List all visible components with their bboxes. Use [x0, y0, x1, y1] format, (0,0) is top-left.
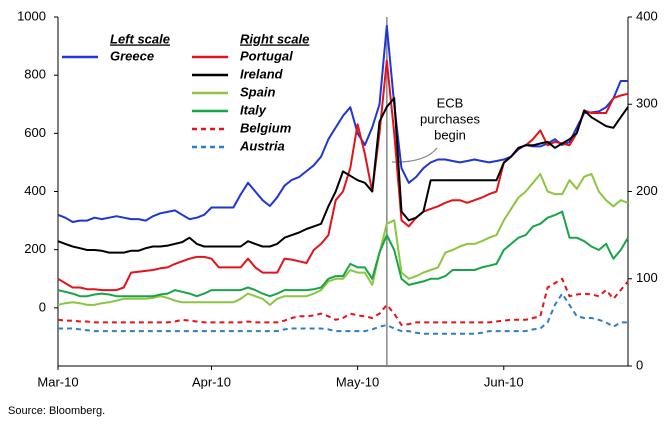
legend-label: Spain [240, 84, 275, 99]
series-line [57, 59, 629, 292]
series-line [58, 292, 628, 335]
y-tick-label: 0 [39, 299, 46, 314]
x-tick-label: May-10 [336, 374, 379, 389]
x-tick-label: Jun-10 [484, 374, 524, 389]
series-line [57, 173, 629, 306]
x-tick-label: Apr-10 [192, 374, 231, 389]
series-line [57, 210, 629, 298]
legend-label: Greece [110, 48, 154, 63]
y-tick-label: 1000 [17, 8, 46, 23]
legend-title: Left scale [110, 31, 170, 46]
y-tick-label: 200 [24, 241, 46, 256]
annotation: begin [434, 127, 466, 142]
legend-label: Belgium [240, 120, 292, 135]
y2-tick-label: 300 [636, 96, 658, 111]
series-line [57, 97, 629, 254]
series-line [57, 277, 629, 326]
y2-tick-label: 100 [636, 270, 658, 285]
y2-tick-label: 400 [636, 8, 658, 23]
y-tick-label: 400 [24, 183, 46, 198]
y-tick-label: 800 [24, 67, 46, 82]
y2-tick-label: 0 [636, 357, 643, 372]
annotation: ECB [437, 95, 464, 110]
legend-label: Portugal [240, 48, 293, 63]
annotation: purchases [420, 111, 480, 126]
series-line [57, 24, 628, 223]
legend-title: Right scale [240, 31, 309, 46]
legend-label: Ireland [240, 66, 284, 81]
y2-tick-label: 200 [636, 183, 658, 198]
x-tick-label: Mar-10 [37, 374, 78, 389]
source: Source: Bloomberg. [8, 405, 105, 417]
y-tick-label: 600 [24, 125, 46, 140]
legend-label: Italy [240, 102, 267, 117]
legend-label: Austria [239, 138, 285, 153]
